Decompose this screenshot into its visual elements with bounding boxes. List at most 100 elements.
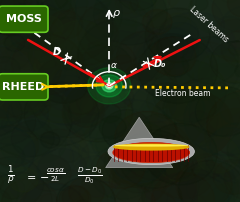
Circle shape — [235, 64, 240, 78]
Circle shape — [130, 0, 155, 16]
Circle shape — [178, 164, 239, 202]
Circle shape — [143, 9, 172, 34]
Circle shape — [99, 104, 121, 122]
Circle shape — [44, 168, 61, 182]
Circle shape — [134, 34, 213, 100]
Circle shape — [155, 12, 236, 80]
Circle shape — [111, 55, 136, 76]
Circle shape — [0, 0, 32, 35]
Polygon shape — [106, 117, 173, 168]
Circle shape — [96, 113, 163, 170]
Circle shape — [140, 114, 177, 145]
Text: $= -$: $= -$ — [24, 171, 50, 181]
Circle shape — [145, 135, 197, 179]
Circle shape — [102, 80, 116, 92]
Circle shape — [118, 0, 159, 11]
Circle shape — [138, 91, 223, 163]
Circle shape — [59, 145, 80, 162]
Circle shape — [85, 19, 117, 46]
Circle shape — [37, 56, 61, 76]
Circle shape — [0, 37, 54, 97]
Circle shape — [159, 29, 198, 61]
Text: D: D — [53, 47, 61, 57]
Circle shape — [117, 31, 176, 81]
Circle shape — [144, 27, 194, 69]
Circle shape — [18, 182, 86, 202]
Circle shape — [206, 64, 240, 94]
Circle shape — [142, 180, 182, 202]
Circle shape — [51, 21, 110, 70]
Circle shape — [0, 178, 25, 199]
Circle shape — [9, 167, 38, 192]
Circle shape — [195, 170, 227, 197]
Circle shape — [179, 160, 240, 202]
Circle shape — [198, 81, 240, 140]
Circle shape — [174, 99, 231, 146]
Circle shape — [60, 0, 108, 37]
Circle shape — [92, 139, 107, 151]
Ellipse shape — [113, 142, 190, 163]
Circle shape — [0, 126, 35, 177]
Circle shape — [78, 19, 163, 91]
Circle shape — [0, 47, 47, 118]
Circle shape — [127, 116, 168, 151]
Circle shape — [11, 25, 39, 49]
Circle shape — [163, 91, 205, 126]
Circle shape — [81, 0, 137, 46]
Circle shape — [0, 26, 8, 45]
Circle shape — [137, 190, 176, 202]
Circle shape — [11, 58, 41, 84]
Circle shape — [210, 41, 240, 83]
Circle shape — [24, 0, 71, 24]
Circle shape — [158, 145, 201, 181]
Circle shape — [141, 29, 206, 84]
Circle shape — [214, 17, 240, 43]
Circle shape — [4, 17, 64, 68]
Circle shape — [3, 68, 54, 111]
Circle shape — [88, 68, 131, 104]
Circle shape — [43, 0, 121, 52]
Circle shape — [130, 122, 162, 149]
Circle shape — [86, 0, 171, 71]
Text: α: α — [110, 61, 116, 70]
Circle shape — [70, 39, 108, 72]
Circle shape — [40, 132, 60, 148]
Circle shape — [64, 82, 84, 99]
Circle shape — [150, 38, 173, 57]
Circle shape — [39, 57, 86, 96]
Circle shape — [104, 0, 166, 26]
Circle shape — [211, 66, 240, 92]
Circle shape — [71, 140, 110, 173]
Circle shape — [0, 0, 33, 29]
Circle shape — [145, 8, 210, 63]
Circle shape — [5, 0, 75, 49]
Circle shape — [230, 63, 240, 80]
Circle shape — [0, 2, 75, 71]
Ellipse shape — [113, 143, 190, 150]
Circle shape — [0, 13, 42, 56]
Circle shape — [195, 86, 240, 136]
Circle shape — [135, 152, 195, 202]
Circle shape — [210, 19, 240, 61]
Circle shape — [0, 0, 23, 26]
Circle shape — [69, 177, 104, 202]
Circle shape — [115, 128, 150, 158]
Circle shape — [163, 119, 219, 166]
Circle shape — [34, 16, 63, 40]
Circle shape — [136, 153, 176, 187]
Circle shape — [189, 0, 240, 34]
Circle shape — [114, 186, 156, 202]
Circle shape — [28, 17, 112, 88]
Circle shape — [0, 84, 6, 108]
Circle shape — [60, 11, 106, 49]
Circle shape — [150, 37, 196, 76]
Circle shape — [108, 84, 111, 87]
Circle shape — [28, 155, 71, 191]
Circle shape — [29, 97, 51, 115]
Circle shape — [207, 90, 240, 159]
Circle shape — [59, 185, 91, 202]
Circle shape — [130, 0, 182, 12]
Circle shape — [0, 0, 27, 19]
Circle shape — [0, 89, 22, 136]
Circle shape — [34, 93, 56, 112]
